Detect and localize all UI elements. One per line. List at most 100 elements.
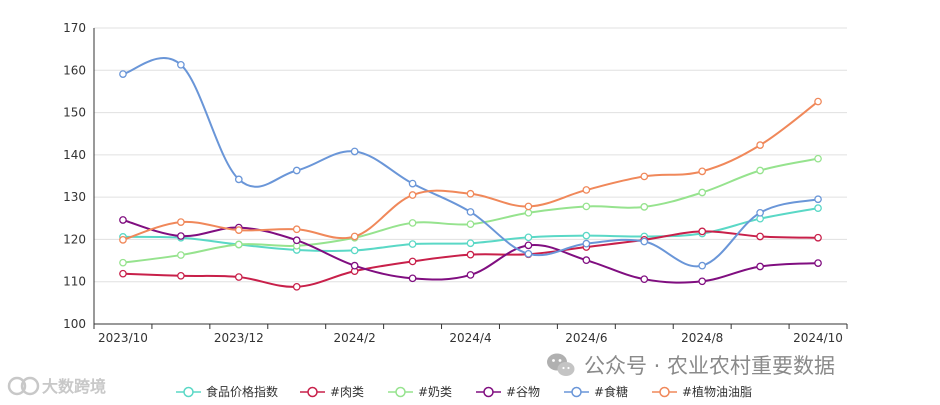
legend-label: 食品价格指数 (206, 384, 278, 399)
data-point (177, 271, 185, 280)
wechat-icon (547, 353, 575, 376)
data-point (119, 216, 127, 224)
data-point (466, 189, 475, 198)
data-point (524, 202, 533, 211)
legend-item[interactable]: #食糖 (564, 384, 628, 399)
data-point (582, 202, 591, 211)
data-point (408, 274, 417, 283)
data-point (119, 70, 127, 78)
data-point (756, 166, 764, 175)
wechat-watermark-text: 公众号 · 农业农村重要数据 (584, 354, 835, 378)
legend-item[interactable]: 食品价格指数 (176, 384, 278, 399)
data-point (466, 208, 475, 216)
data-point (640, 275, 649, 284)
x-tick-label: 2023/12 (214, 331, 264, 345)
data-point (234, 240, 243, 249)
y-tick-label: 140 (63, 148, 86, 162)
data-point (466, 239, 475, 248)
data-point (177, 60, 185, 69)
legend-label: #谷物 (506, 385, 540, 399)
y-tick-label: 160 (63, 63, 86, 77)
data-point (814, 97, 822, 106)
data-point (466, 250, 475, 259)
data-point (640, 237, 649, 246)
legend-marker (659, 386, 670, 398)
brand-watermark-text: 大数跨境 (42, 377, 106, 396)
legend-marker (183, 386, 194, 398)
data-point (524, 249, 533, 258)
data-point (814, 154, 822, 163)
data-point (119, 236, 127, 244)
legend-item[interactable]: #奶类 (388, 385, 452, 399)
data-point (814, 259, 822, 267)
legend-item[interactable]: #谷物 (476, 385, 540, 399)
data-point (756, 232, 764, 241)
data-point (756, 141, 764, 149)
data-point (350, 147, 359, 156)
x-tick-label: 2024/8 (681, 331, 723, 345)
series-line (122, 100, 819, 241)
data-point (119, 269, 127, 278)
data-point (177, 218, 185, 226)
data-point (408, 179, 417, 188)
data-point (119, 258, 127, 267)
y-tick-label: 150 (63, 106, 86, 120)
data-point (234, 226, 243, 234)
y-tick-label: 100 (63, 317, 86, 331)
legend[interactable]: 食品价格指数 #肉类 #奶类 #谷物 #食糖 #植物油油脂 (176, 384, 752, 399)
data-point (408, 257, 417, 266)
legend-item[interactable]: #植物油油脂 (652, 384, 752, 399)
series-group (119, 57, 822, 291)
data-point (408, 219, 417, 227)
series-3 (119, 154, 822, 267)
y-tick-label: 170 (63, 21, 86, 35)
x-tick-label: 2023/10 (98, 331, 148, 345)
legend-label: #奶类 (418, 385, 452, 399)
data-point (466, 220, 475, 229)
y-axis: 100 110 120 130 140 150 160 170 (63, 21, 95, 331)
series-line (122, 57, 819, 268)
data-point (582, 256, 591, 264)
data-point (292, 282, 301, 291)
data-point (177, 251, 185, 259)
legend-label: #肉类 (330, 385, 364, 399)
data-point (177, 232, 185, 240)
data-point (408, 191, 417, 199)
legend-item[interactable]: #肉类 (300, 385, 364, 399)
data-point (234, 175, 243, 184)
data-point (640, 203, 649, 211)
data-point (814, 204, 822, 212)
data-point (350, 246, 359, 255)
y-tick-label: 120 (63, 232, 86, 246)
series-5 (119, 57, 822, 270)
data-point (292, 236, 301, 245)
x-axis: 2023/10 2023/12 2024/2 2024/4 2024/6 2024/8 20… (93, 323, 848, 345)
brand-logo-icon (7, 376, 40, 396)
x-tick-label: 2024/4 (449, 331, 491, 345)
data-point (466, 271, 475, 279)
data-point (814, 233, 822, 242)
data-point (582, 231, 591, 240)
data-point (408, 240, 417, 248)
legend-marker (483, 386, 494, 398)
data-point (698, 277, 707, 286)
data-point (524, 233, 533, 242)
legend-label: #植物油油脂 (682, 384, 752, 399)
series-6 (119, 97, 822, 244)
data-point (292, 166, 301, 175)
x-tick-label: 2024/10 (793, 331, 843, 345)
data-point (698, 227, 707, 236)
legend-marker (395, 386, 406, 398)
data-point (698, 261, 707, 270)
data-point (640, 172, 649, 181)
data-point (756, 208, 764, 217)
data-point (292, 225, 301, 234)
data-point (350, 232, 359, 241)
data-point (524, 241, 533, 250)
brand-watermark: 大数跨境 (7, 376, 106, 396)
legend-label: #食糖 (594, 384, 628, 399)
data-point (350, 261, 359, 270)
data-point (698, 188, 707, 197)
data-point (524, 208, 533, 217)
